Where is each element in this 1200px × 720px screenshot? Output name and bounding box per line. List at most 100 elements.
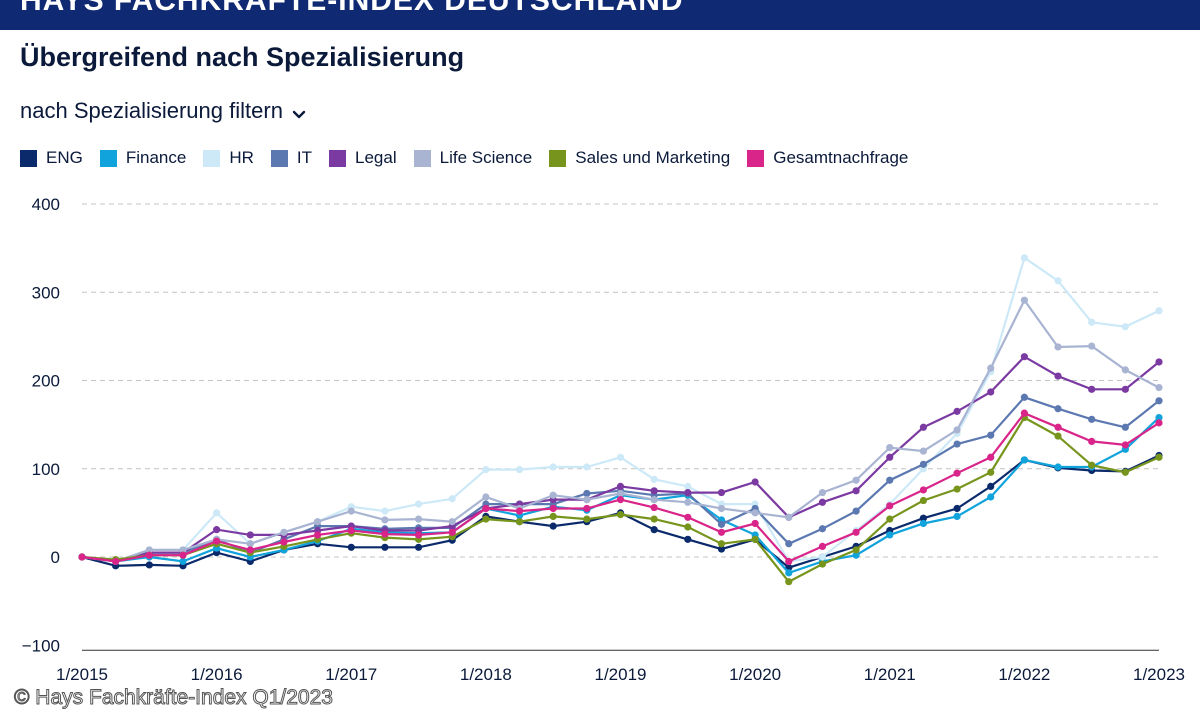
legend-swatch [549, 149, 567, 167]
data-point [515, 466, 524, 474]
data-point [785, 578, 793, 586]
data-point [650, 515, 658, 523]
line-chart: −100 0 100 200 300 400 1/2015 1/2016 1/2017 1/201… [22, 195, 1185, 684]
legend-label: HR [229, 148, 254, 167]
top-banner: HAYS FACHKRÄFTE-INDEX DEUTSCHLAND [0, 0, 1200, 30]
data-point [987, 493, 995, 501]
data-point [246, 531, 254, 539]
data-point [1155, 453, 1163, 461]
data-point [751, 519, 759, 528]
data-point [414, 543, 423, 551]
data-point [145, 546, 153, 554]
data-point [213, 526, 221, 534]
legend-swatch [747, 149, 765, 167]
data-point [852, 546, 860, 554]
legend-label: Sales und Marketing [575, 148, 731, 167]
data-point [852, 528, 860, 536]
legend-swatch [329, 149, 346, 167]
data-point [1054, 372, 1062, 380]
data-point [448, 528, 456, 536]
data-point [650, 503, 658, 512]
legend-label: Gesamtnachfrage [773, 148, 909, 167]
copyright-watermark: © Hays Fachkräfte-Index Q1/2023 [14, 686, 334, 710]
legend-label: Finance [125, 148, 187, 167]
data-point [751, 478, 759, 486]
data-point [818, 560, 827, 568]
data-point [347, 543, 355, 551]
data-point [1020, 409, 1028, 417]
data-point [213, 509, 221, 517]
x-tick-label: 1/2023 [1133, 665, 1185, 684]
x-tick-label: 1/2016 [191, 665, 243, 684]
data-point [482, 515, 490, 523]
data-point [818, 498, 827, 506]
data-point [313, 518, 322, 526]
data-point [1121, 468, 1129, 476]
data-point [650, 475, 658, 483]
data-point [145, 561, 153, 569]
data-point [112, 557, 120, 566]
data-point [1054, 423, 1062, 431]
data-point [347, 507, 355, 515]
x-tick-label: 1/2020 [729, 665, 781, 684]
y-tick-label: 300 [32, 283, 60, 302]
data-point [953, 407, 961, 415]
data-point [919, 514, 928, 522]
legend-item-finance[interactable]: Finance [99, 148, 187, 168]
data-point [886, 443, 894, 452]
data-point [852, 507, 860, 515]
data-point [751, 535, 759, 543]
data-point [1088, 385, 1096, 393]
data-point [381, 516, 389, 524]
data-point [886, 515, 894, 523]
data-point [785, 557, 793, 566]
data-point [616, 496, 625, 504]
specialization-filter-dropdown[interactable]: nach Spezialisierung filtern [20, 98, 307, 124]
y-tick-label: 0 [51, 548, 60, 567]
data-point [987, 431, 995, 439]
y-tick-label: 400 [32, 195, 60, 214]
data-point [919, 519, 928, 528]
legend-label: IT [296, 148, 312, 167]
x-tick-label: 1/2022 [998, 665, 1050, 684]
data-point [213, 537, 221, 545]
data-point [818, 542, 827, 551]
data-point [78, 553, 86, 561]
data-point [953, 504, 961, 513]
data-point [684, 535, 692, 543]
legend-item-gesamtnachfrage[interactable]: Gesamtnachfrage [747, 148, 908, 168]
chart-legend: ENG Finance HR IT Legal Life Science Sales und… [20, 148, 925, 168]
data-point [1155, 419, 1163, 427]
data-point [886, 476, 894, 484]
data-point [583, 496, 591, 504]
legend-item-hr[interactable]: HR [203, 148, 254, 168]
legend-item-life-science[interactable]: Life Science [413, 148, 532, 168]
data-point [1088, 437, 1096, 445]
series-life-science [78, 296, 1163, 566]
y-tick-label: 100 [32, 460, 60, 479]
data-point [246, 540, 254, 548]
data-point [583, 463, 591, 471]
data-point [852, 476, 860, 484]
data-point [953, 426, 961, 434]
data-point [145, 551, 153, 559]
legend-item-it[interactable]: IT [270, 148, 312, 168]
data-point [448, 495, 456, 503]
legend-label: ENG [46, 148, 83, 167]
data-point [1088, 318, 1096, 326]
data-point [1054, 463, 1062, 471]
x-tick-label: 1/2021 [864, 665, 916, 684]
legend-item-eng[interactable]: ENG [20, 148, 83, 168]
data-point [280, 538, 288, 546]
data-point [751, 509, 759, 517]
data-point [616, 453, 625, 461]
legend-item-legal[interactable]: Legal [329, 148, 397, 168]
data-point [717, 520, 726, 528]
legend-item-sales-und-marketing[interactable]: Sales und Marketing [549, 148, 730, 168]
data-point [246, 546, 254, 554]
data-point [1088, 415, 1096, 423]
data-point [650, 487, 658, 495]
data-point [919, 496, 928, 505]
data-point [886, 502, 894, 510]
data-point [852, 551, 860, 559]
